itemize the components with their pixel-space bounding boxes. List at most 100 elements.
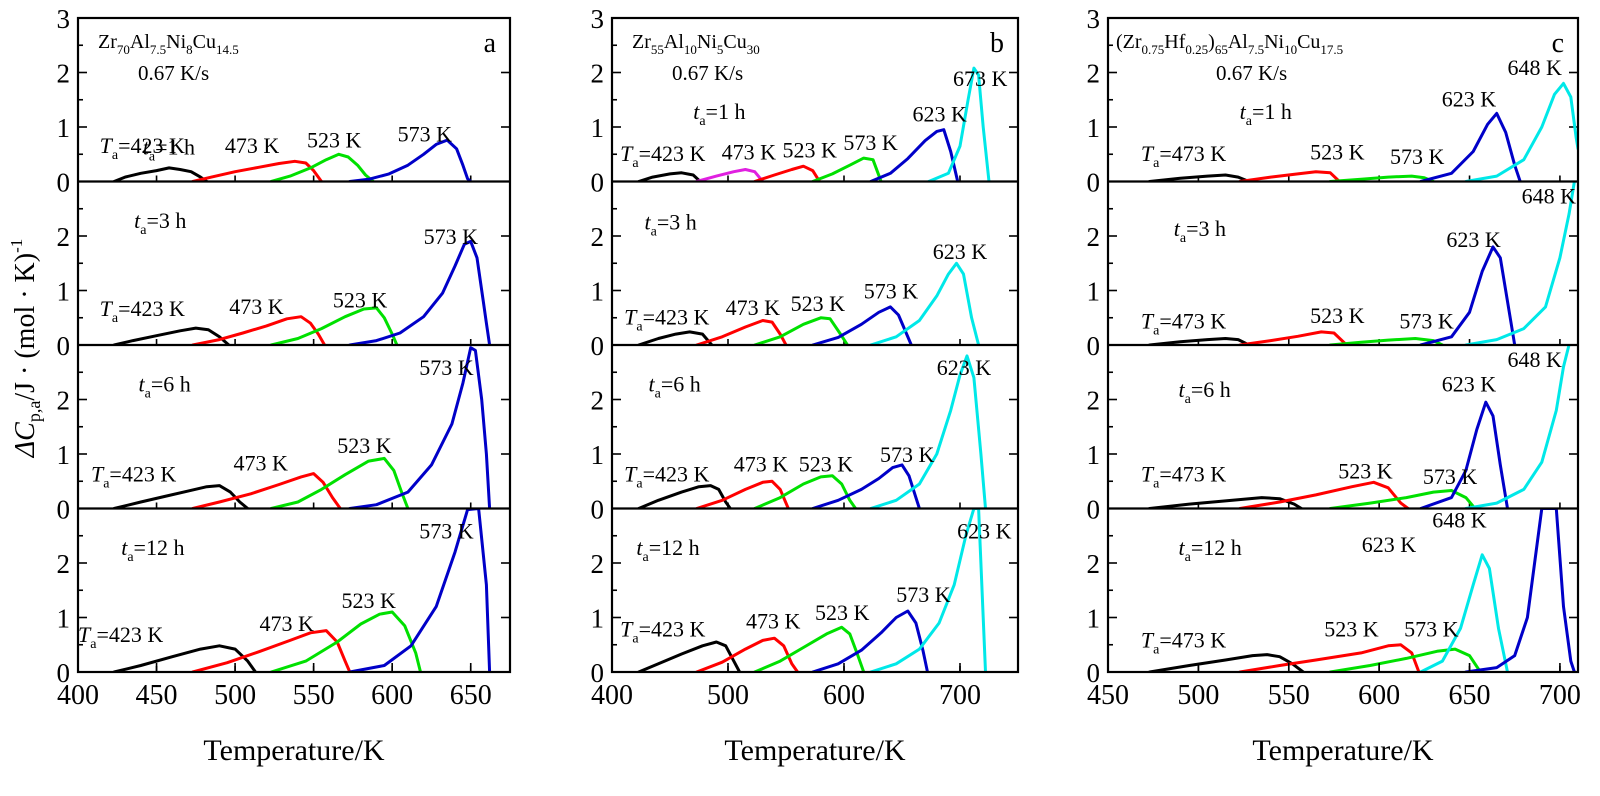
- series-group: [1148, 345, 1571, 509]
- series-line-473K: [695, 168, 765, 182]
- series-line-523K: [753, 474, 858, 509]
- series-line-573K: [1328, 174, 1435, 182]
- series-label: 573 K: [843, 130, 898, 155]
- series-label: 523 K: [815, 600, 870, 625]
- series-group: [1148, 81, 1578, 182]
- y-tick-label: 1: [1087, 113, 1101, 143]
- series-group: [112, 508, 492, 672]
- series-line-473K: [191, 472, 342, 509]
- y-axis-title-sub: p,a: [24, 401, 44, 423]
- series-label: Ta=423 K: [620, 141, 705, 171]
- subpanel-a-3: 0 1 2 Ta=423 K 473 K 523 K 573 K ta=6 h: [57, 343, 510, 525]
- y-tick-label: 0: [57, 168, 71, 198]
- series-line-573K: [811, 609, 929, 672]
- series-label: 573 K: [398, 122, 453, 147]
- x-tick-label: 600: [371, 680, 413, 711]
- series-label: 523 K: [307, 128, 362, 153]
- y-tick-label: 2: [1087, 222, 1101, 252]
- y-tick-label: 0: [1087, 658, 1101, 688]
- y-tick-label: 3: [57, 4, 71, 34]
- subpanel-a-1: 0 1 2 3 Ta=423 K 473 K 523 K 573 K ta=1 h: [57, 4, 510, 198]
- y-tick-label: 1: [591, 113, 605, 143]
- series-group: [1148, 181, 1576, 345]
- panel-c: 0 1 2 3 Ta=473 K 523 K 573 K 623 K 648 K ta=1 h 0 1…: [1087, 4, 1581, 767]
- y-tick-label: 2: [1087, 549, 1101, 579]
- x-tick-label: 500: [707, 680, 749, 711]
- series-line-573K: [348, 508, 492, 672]
- series-label: 623 K: [933, 239, 988, 264]
- series-line-523K: [753, 316, 849, 345]
- series-line-473K: [1148, 496, 1303, 509]
- series-label: 648 K: [1522, 183, 1577, 208]
- series-label: 623 K: [912, 102, 967, 127]
- heating-rate: 0.67 K/s: [138, 61, 209, 85]
- y-tick-label: 2: [57, 222, 71, 252]
- anneal-time-label: ta=12 h: [121, 535, 184, 565]
- subpanel-a-2: 0 1 2 Ta=423 K 473 K 523 K 573 K ta=3 h: [57, 180, 510, 361]
- panel-letter: b: [990, 28, 1004, 59]
- y-tick-label: 0: [591, 495, 605, 525]
- series-group: [112, 239, 492, 345]
- y-tick-label: 0: [57, 495, 71, 525]
- series-label: 573 K: [880, 442, 935, 467]
- series-label: 523 K: [1324, 617, 1379, 642]
- series-label: 523 K: [333, 287, 388, 312]
- series-label: Ta=473 K: [1141, 309, 1226, 339]
- panel-frame: [76, 16, 512, 674]
- y-tick-label: 2: [57, 386, 71, 416]
- panel-letter: c: [1552, 28, 1564, 59]
- series-line-523K: [1238, 170, 1341, 182]
- series-label: 648 K: [1432, 508, 1487, 533]
- series-label: 573 K: [864, 279, 919, 304]
- x-tick-label: 600: [823, 680, 865, 711]
- panel-letter: a: [484, 28, 497, 59]
- y-tick-label: 0: [1087, 495, 1101, 525]
- series-line-573K: [348, 138, 473, 182]
- series-group: [637, 261, 981, 345]
- heating-rate: 0.67 K/s: [672, 61, 743, 85]
- x-tick-label: 400: [57, 680, 99, 711]
- series-label: 623 K: [957, 518, 1012, 543]
- y-tick-label: 3: [1087, 4, 1101, 34]
- subpanel-c-1: 0 1 2 3 Ta=473 K 523 K 573 K 623 K 648 K ta=1 h: [1087, 4, 1578, 198]
- anneal-time-label: ta=1 h: [693, 99, 745, 129]
- x-tick-label: 650: [1449, 680, 1491, 711]
- anneal-time-label: ta=6 h: [1179, 377, 1231, 407]
- series-line-623K: [1419, 111, 1522, 182]
- series-line-423K: [112, 644, 257, 672]
- series-label: 573 K: [896, 582, 951, 607]
- series-line-648K: [1464, 81, 1578, 182]
- x-tick-label: 700: [939, 680, 981, 711]
- y-tick-label: 2: [1087, 59, 1101, 89]
- series-label: 623 K: [1362, 532, 1417, 557]
- series-line-573K: [811, 305, 913, 345]
- subpanel-b-4: 0 1 2 Ta=423 K 473 K 523 K 573 K 623 K ta=12 h: [591, 507, 1018, 688]
- series-line-473K: [1148, 653, 1305, 672]
- y-tick-label: 2: [57, 59, 71, 89]
- series-line-623K: [1419, 400, 1509, 509]
- y-tick-label: 0: [591, 658, 605, 688]
- series-label: 623 K: [1446, 227, 1501, 252]
- series-label: 573 K: [1404, 617, 1459, 642]
- panel-frame: [610, 16, 1020, 674]
- series-line-623K: [1419, 553, 1509, 672]
- series-label: 623 K: [1442, 371, 1497, 396]
- series-line-523K: [1238, 330, 1349, 345]
- subpanel-b-2: 0 1 2 Ta=423 K 473 K 523 K 573 K 623 K ta=3 h: [591, 180, 1018, 361]
- subpanel-a-4: 0 1 2 Ta=423 K 473 K 523 K 573 K ta=12 h: [57, 507, 510, 688]
- composition-title: Zr70Al7.5Ni8Cu14.5: [98, 31, 239, 57]
- y-tick-label: 2: [1087, 386, 1101, 416]
- y-tick-label: 2: [591, 386, 605, 416]
- series-line-623K: [869, 261, 981, 345]
- series-label: 573 K: [1399, 309, 1454, 334]
- y-tick-label: 1: [591, 604, 605, 634]
- series-label: 473 K: [229, 294, 284, 319]
- y-tick-label: 1: [57, 440, 71, 470]
- series-label: Ta=423 K: [78, 622, 163, 652]
- series-line-473K: [1148, 173, 1251, 182]
- series-line-648K: [1464, 345, 1571, 509]
- series-line-573K: [811, 463, 921, 509]
- x-tick-label: 600: [1358, 680, 1400, 711]
- series-line-523K: [1238, 643, 1421, 672]
